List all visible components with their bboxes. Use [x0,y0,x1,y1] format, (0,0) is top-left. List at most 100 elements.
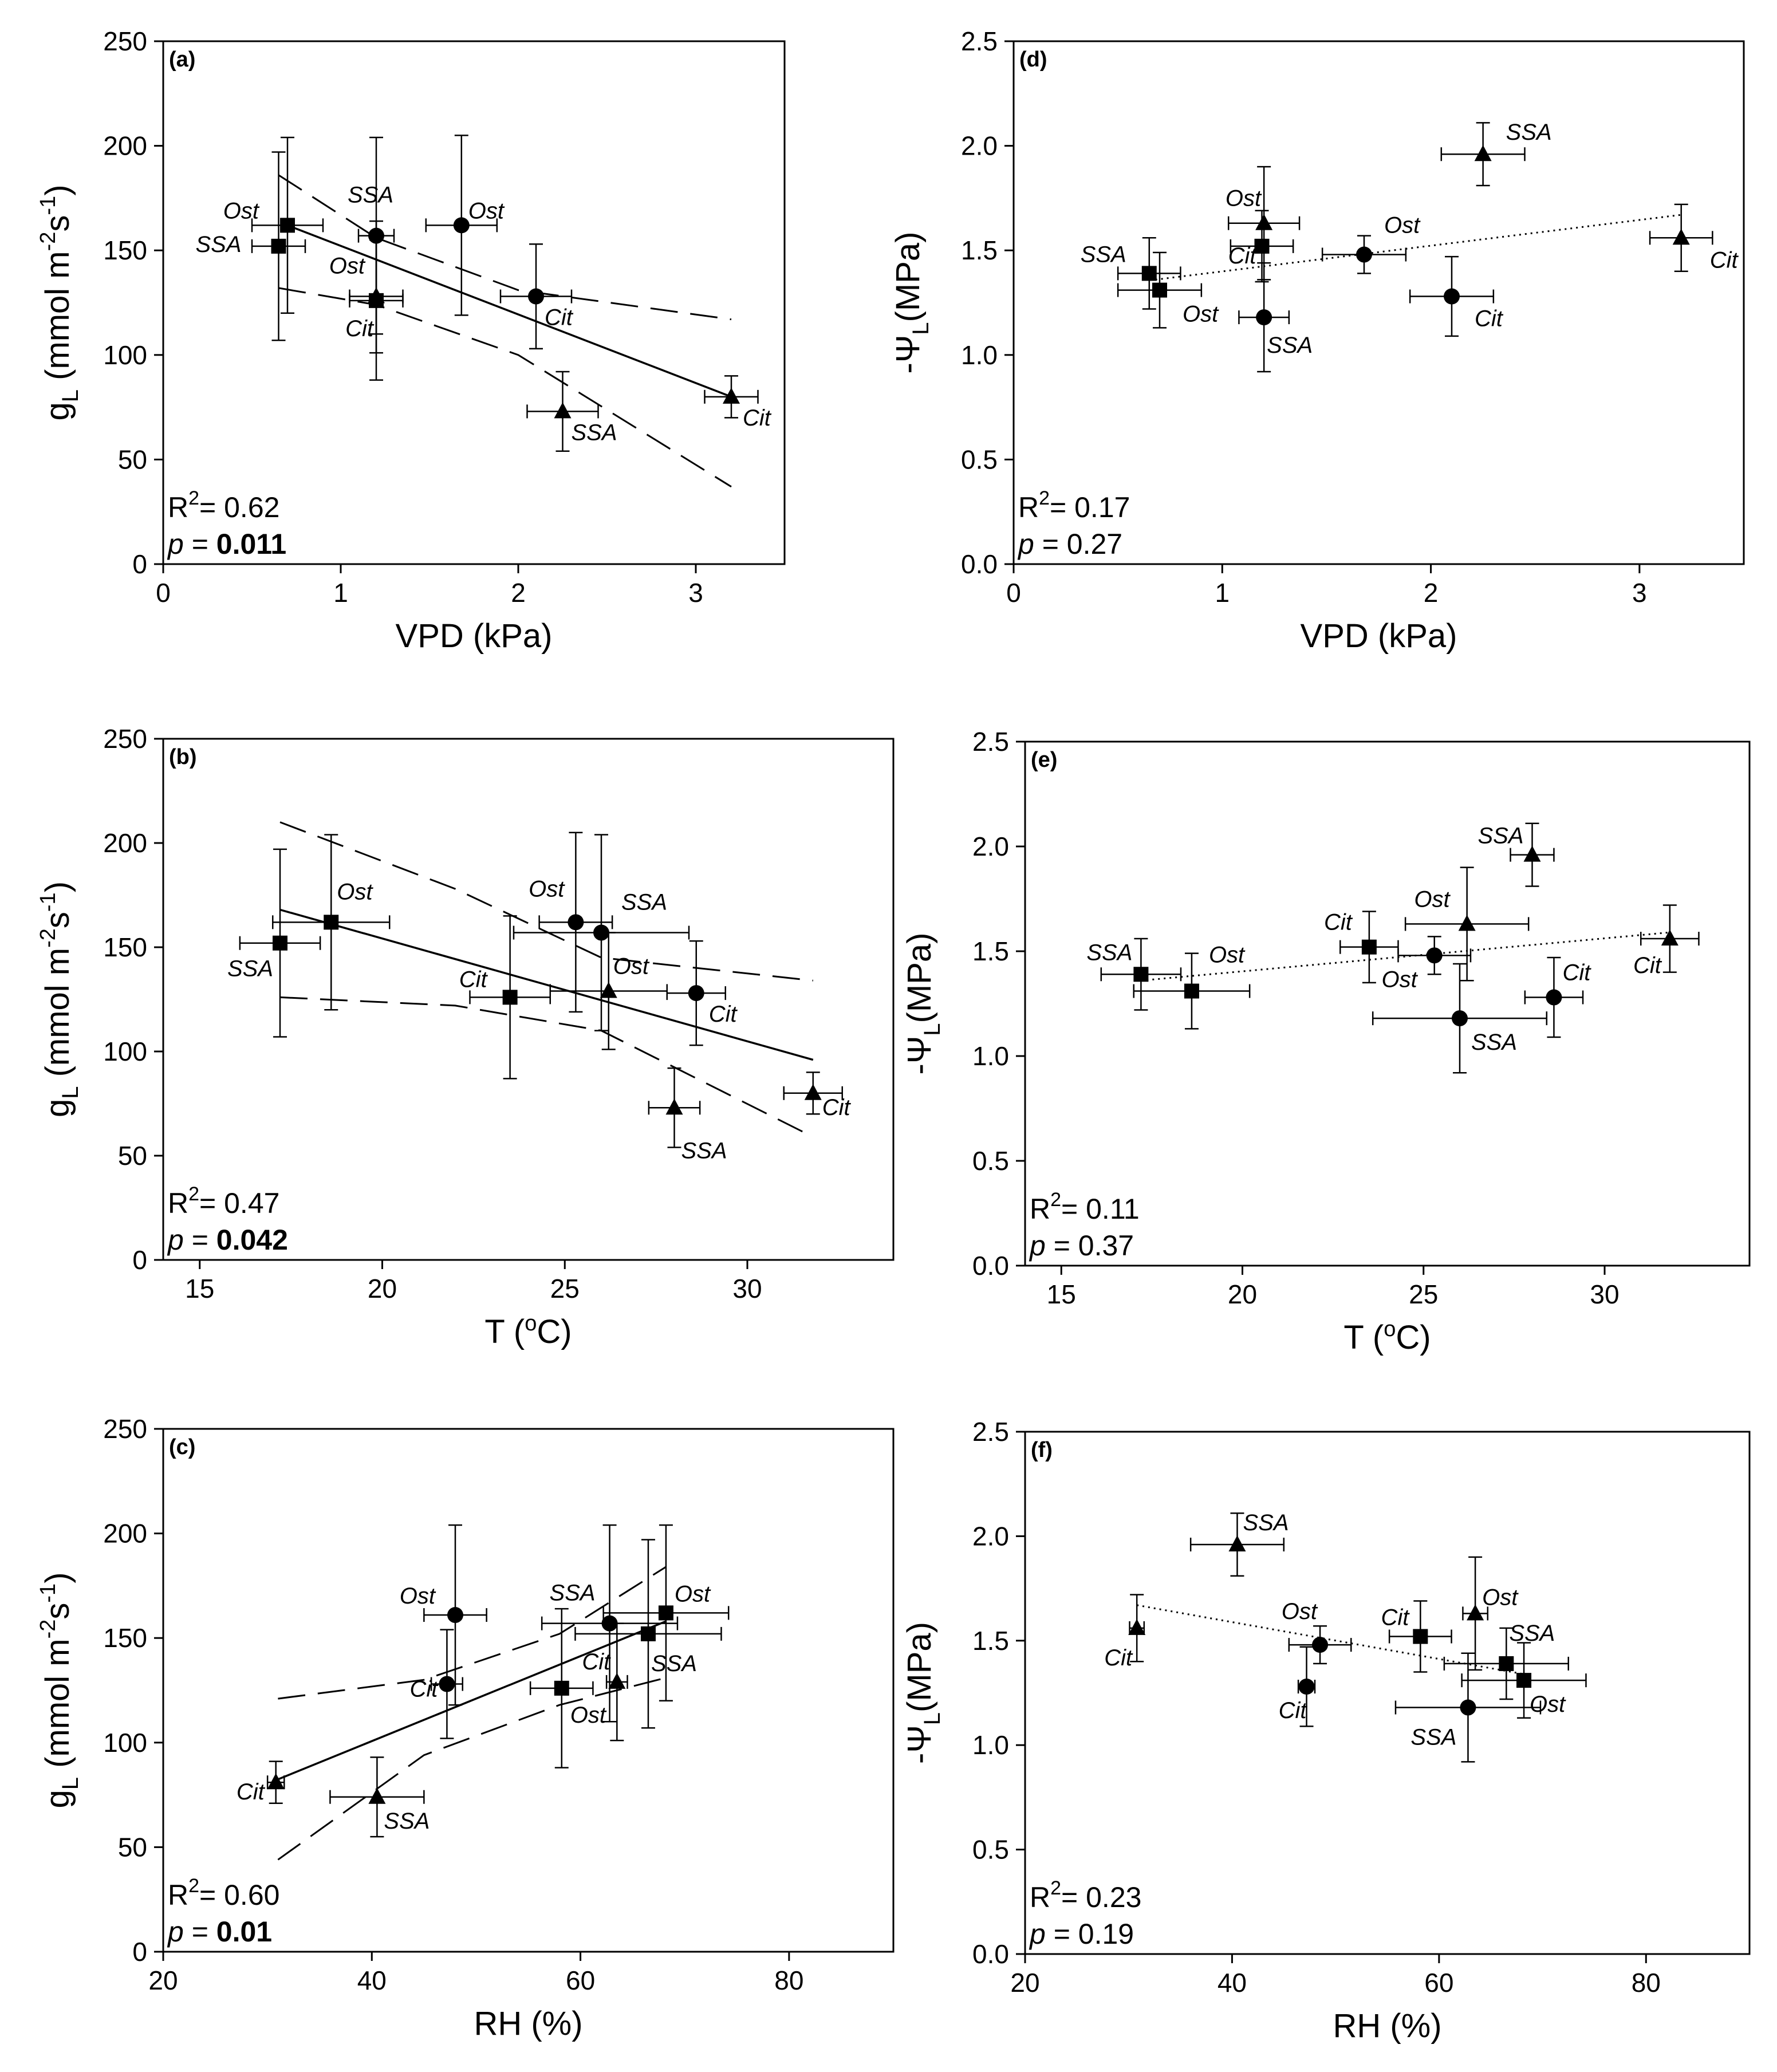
panel-c: 0 50 100 150 200 250 20 40 60 80 RH (%) gL (mmol m-… [36,1414,895,2042]
y-tick-label: 0.0 [961,549,998,579]
x-axis-title: RH (%) [474,2005,582,2042]
y-tick-label: 200 [103,131,147,161]
y-tick-label: 100 [103,1037,147,1066]
x-tick-label: 60 [1424,1968,1453,1998]
y-tick-label: 0 [132,549,147,579]
point-label: SSA [1471,1030,1517,1055]
point-label: Cit [1228,243,1258,269]
square-marker [554,1680,569,1696]
data-point-triangle: Cit [704,375,772,431]
point-label: SSA [1477,824,1523,849]
y-tick-label: 0.5 [972,1146,1009,1176]
point-label: SSA [1509,1621,1555,1646]
x-tick-label: 20 [368,1274,397,1303]
point-label: SSA [227,956,273,982]
triangle-marker [554,402,572,419]
y-tick-label: 250 [103,724,147,754]
regression-line [1136,1604,1524,1675]
y-tick-label: 1.5 [972,1626,1009,1656]
y-tick-label: 0 [132,1937,147,1967]
plot-frame [162,1428,895,1953]
point-label: Cit [1710,247,1739,273]
data-point-triangle: Cit [237,1760,285,1805]
data-point-circle: SSA [1238,262,1313,373]
point-label: SSA [572,420,617,445]
data-point-circle: Ost [1321,213,1421,274]
data-point-triangle: SSA [526,371,617,452]
point-label: Cit [709,1002,738,1027]
x-tick-label: 20 [1010,1968,1039,1998]
confidence-band [279,821,813,982]
circle-marker [593,924,609,941]
circle-marker [601,1615,618,1632]
y-tick-label: 100 [103,340,147,370]
x-axis-title: VPD (kPa) [396,617,553,655]
panel-f: 0.0 0.5 1.0 1.5 2.0 2.5 20 40 60 80 RH (%) -ΨL(MPa)… [901,1417,1751,2045]
data-point-circle: Ost [400,1524,487,1706]
y-tick-label: 150 [103,235,147,265]
y-tick-label: 250 [103,1414,147,1444]
data-point-circle: Cit [666,940,738,1046]
point-label: SSA [651,1651,697,1676]
p-value-label: p = 0.042 [167,1224,288,1256]
point-label: SSA [1410,1725,1456,1750]
p-value-label: p = 0.37 [1029,1230,1134,1262]
panel-letter: (d) [1019,48,1047,72]
plot-frame [162,40,786,565]
x-tick-label: 3 [688,578,703,608]
point-label: Cit [1279,1698,1308,1723]
triangle-marker [368,1787,386,1804]
point-label: SSA [621,890,667,915]
y-tick-label: 50 [118,1832,147,1862]
regression-line [275,1620,667,1782]
data-point-square: SSA [227,848,321,1038]
circle-marker [439,1676,455,1692]
regression-line [279,908,814,1061]
point-label: Ost [529,876,565,901]
y-tick-label: 150 [103,932,147,962]
y-tick-label: 0.5 [961,444,998,474]
data-point-square: Cit [1324,910,1399,984]
x-tick-label: 40 [1217,1968,1247,1998]
point-label: Ost [1282,1599,1318,1624]
r-squared-label: R2= 0.47 [168,1183,279,1219]
square-marker [640,1626,656,1641]
panel-letter: (b) [169,745,197,769]
p-value-label: p = 0.19 [1029,1918,1134,1950]
triangle-marker [723,387,740,404]
point-label: Ost [570,1703,607,1728]
x-tick-label: 60 [566,1965,595,1995]
y-axis-title: gL (mmol m-2s-1) [36,881,83,1117]
data-point-triangle: Cit [783,1072,852,1120]
data-point-square: Ost [602,1524,730,1702]
data-point-circle: Cit [499,243,574,350]
y-tick-label: 2.0 [961,131,998,161]
circle-marker [528,288,544,305]
confidence-band [278,1566,667,1700]
square-marker [502,990,518,1005]
panel-b: 0 50 100 150 200 250 15 20 25 30 T (oC) gL (mmol m-… [36,724,895,1350]
point-label: Cit [237,1779,266,1805]
x-tick-label: 20 [148,1965,178,1995]
circle-marker [1298,1679,1315,1695]
data-point-square: SSA [1443,1621,1569,1700]
point-label: SSA [1086,940,1132,965]
r-squared-label: R2= 0.17 [1018,487,1130,523]
triangle-marker [665,1098,683,1115]
panel-letter: (a) [169,48,195,72]
y-axis-title: gL (mmol m-2s-1) [36,1572,83,1808]
square-marker [324,915,339,930]
point-label: Ost [1482,1585,1519,1610]
data-point-circle: Ost [529,832,613,1013]
r-squared-label: R2= 0.23 [1030,1877,1141,1913]
y-tick-label: 100 [103,1728,147,1758]
point-label: Cit [1381,1605,1410,1630]
triangle-marker [1458,915,1476,931]
y-tick-label: 2.0 [972,1521,1009,1551]
triangle-marker [1128,1618,1146,1635]
x-axis-title: T (oC) [484,1311,572,1350]
data-point-square: Ost [272,834,391,1011]
y-tick-label: 1.5 [961,235,998,265]
point-label: Ost [400,1583,436,1609]
